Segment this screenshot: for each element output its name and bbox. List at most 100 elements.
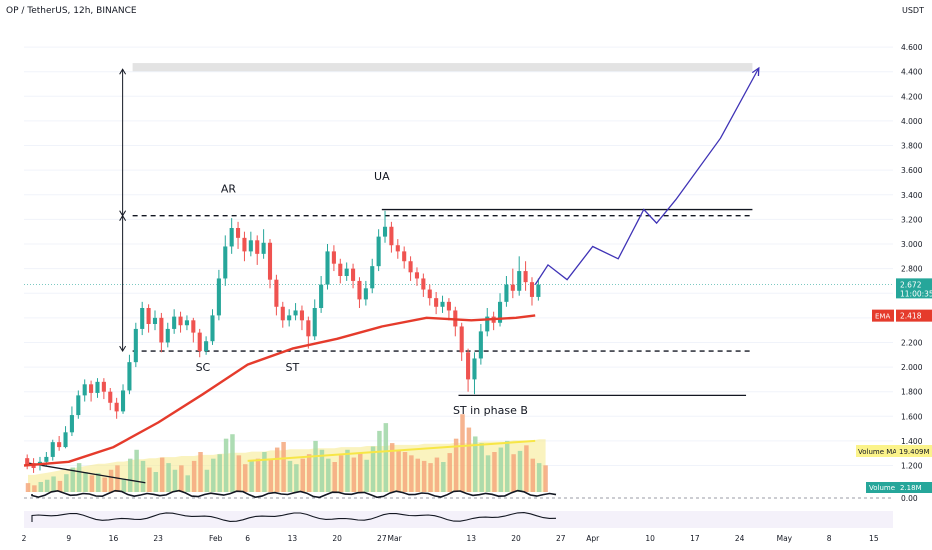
time-tick-label: Mar (388, 534, 403, 543)
volume-bar (498, 447, 504, 492)
candle-body (370, 266, 375, 289)
volume-bar (76, 463, 82, 492)
candles (25, 210, 541, 473)
candle-body (344, 268, 349, 276)
candle-body (402, 251, 407, 262)
candle-body (351, 268, 356, 281)
volume-bar (364, 459, 369, 492)
candle-body (159, 317, 164, 343)
volume-bar (306, 454, 312, 492)
oscillator-band (24, 511, 893, 528)
volume-bar (377, 430, 382, 492)
volume-bar (211, 458, 216, 492)
candle-body (338, 263, 343, 276)
annotation-ua: UA (374, 170, 390, 183)
annotation-st: ST (286, 361, 300, 374)
candle-body (389, 226, 394, 246)
volume-bar (466, 427, 472, 492)
time-tick-label: 15 (869, 534, 879, 543)
volume-ma-label-text: Volume MA (858, 448, 897, 456)
time-tick-label: 20 (511, 534, 521, 543)
last-price-badge-bg (896, 278, 932, 299)
time-axis[interactable]: 2 9 16 23 Feb 6 13 20 27 Mar 13 20 27 Apr 10 17 24 May 8 15 (22, 534, 879, 543)
candle-body (306, 320, 311, 337)
annotation-st-in-phase-b: ST in phase B (453, 404, 528, 417)
candle-body (274, 279, 279, 307)
time-tick-label: 9 (66, 534, 71, 543)
candle-body (466, 352, 471, 380)
volume-bar (517, 450, 523, 492)
volume-bar (268, 459, 274, 492)
volume-bar (262, 452, 267, 492)
volume-bar (504, 440, 510, 492)
candle-body (414, 272, 420, 279)
time-tick-label: 17 (690, 534, 700, 543)
candle-body (95, 381, 100, 393)
candle-body (255, 240, 260, 254)
volume-bar (159, 457, 165, 492)
candle-body (50, 442, 55, 457)
downtrend-line (27, 462, 146, 484)
measure-arrows (119, 68, 127, 353)
volume-bar (96, 473, 101, 492)
volume-bar (351, 457, 357, 492)
candle-body (376, 236, 381, 267)
volume-bar (428, 463, 433, 492)
candle-body (440, 301, 445, 307)
candle-body (478, 331, 483, 359)
volume-bar (185, 475, 190, 492)
volume-bar (370, 446, 376, 492)
candle-body (421, 278, 426, 290)
candle-body (504, 284, 509, 302)
symbol-title: OP / TetherUS, 12h, BINANCE (6, 6, 137, 16)
candle-body (261, 242, 266, 254)
volume-label-bg (866, 482, 896, 493)
volume-bar (281, 442, 286, 492)
volume-trendline (247, 439, 536, 462)
volume-bar (473, 436, 478, 492)
volume-ma-value-text: 19.409M (899, 448, 930, 456)
volume-bar (127, 458, 133, 492)
time-tick-label: Feb (209, 534, 223, 543)
time-tick-label: 24 (735, 534, 745, 543)
volume-bar (338, 455, 344, 492)
price-tick-label: 4.000 (901, 117, 923, 126)
candle-body (446, 301, 451, 311)
candle-body (325, 251, 330, 285)
candle-body (536, 284, 541, 297)
candle-body (357, 280, 362, 300)
volume-bar (32, 485, 37, 492)
volume-bar (421, 460, 427, 492)
time-tick-label: 27 (556, 534, 566, 543)
ema-value-badge-bg (896, 309, 932, 322)
volume-bar (511, 454, 516, 492)
price-tick-label: 2.800 (901, 265, 923, 274)
candle-body (242, 237, 247, 252)
time-tick-label: 13 (288, 534, 298, 543)
last-price-badge-text: 2.672 (900, 280, 922, 289)
price-tick-label: 3.400 (901, 191, 923, 200)
time-tick-label: May (777, 534, 793, 543)
candle-body (523, 271, 528, 283)
volume-bar (147, 467, 152, 492)
volume-bar (492, 452, 497, 492)
time-tick-label: 20 (332, 534, 342, 543)
volume-bar (453, 438, 459, 492)
candle-body (248, 240, 253, 252)
price-tick-label: 1.200 (901, 462, 923, 471)
projection-line (534, 67, 760, 285)
volume-bar (447, 453, 452, 492)
candle-body (382, 226, 388, 237)
candle-body (434, 298, 439, 307)
volume-bar (243, 464, 248, 492)
ema-value-badge-text: 2.418 (900, 312, 922, 321)
volume-pane (25, 414, 548, 492)
candle-body (319, 284, 324, 308)
measure-arrow-head (119, 345, 127, 353)
candle-body (172, 316, 177, 329)
volume-bar (83, 472, 88, 492)
volume-bar (530, 458, 536, 492)
volume-bar (441, 462, 446, 492)
